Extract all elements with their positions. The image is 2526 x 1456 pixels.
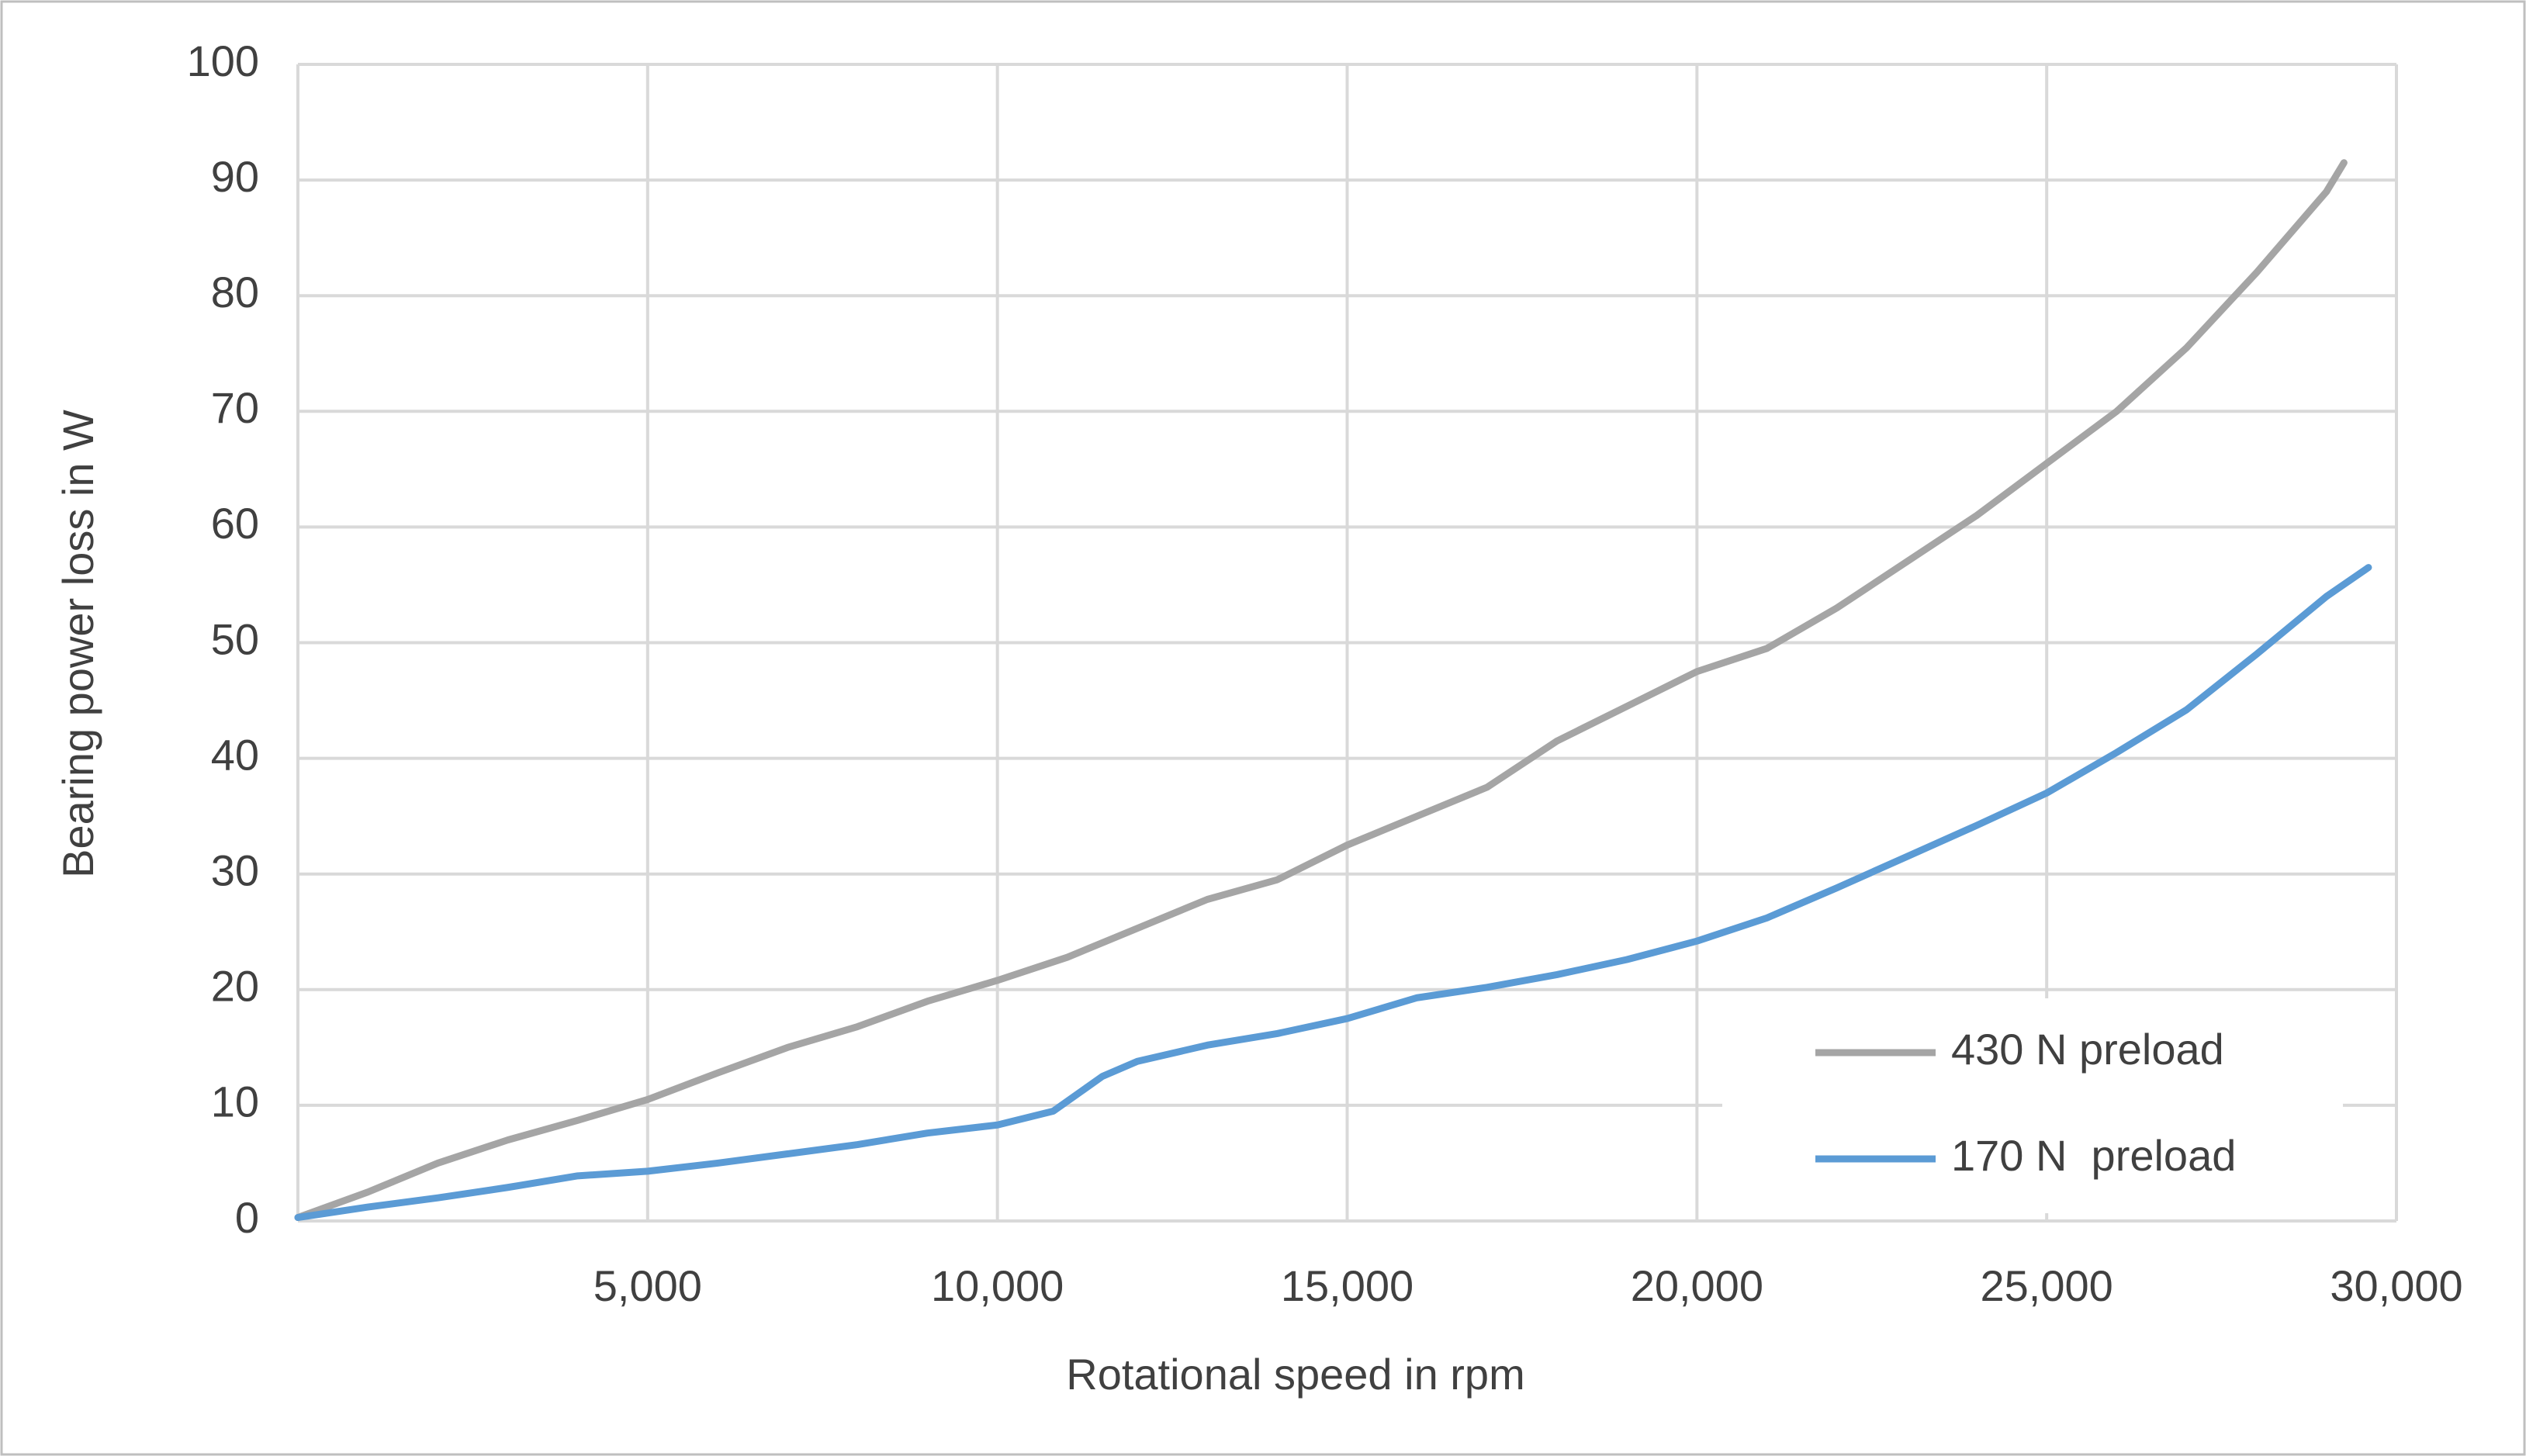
- x-tick-label: 15,000: [1281, 1261, 1414, 1310]
- x-tick-label: 20,000: [1631, 1261, 1763, 1310]
- y-tick-label: 60: [211, 499, 259, 548]
- y-tick-label: 10: [211, 1077, 259, 1126]
- y-tick-label: 20: [211, 962, 259, 1011]
- x-tick-label: 25,000: [1981, 1261, 2113, 1310]
- legend-label: 430 N preload: [1951, 1025, 2224, 1074]
- x-tick-label: 10,000: [931, 1261, 1064, 1310]
- y-tick-label: 50: [211, 614, 259, 663]
- legend-label: 170 N preload: [1951, 1131, 2236, 1180]
- y-tick-label: 40: [211, 730, 259, 779]
- series-line: [294, 564, 2372, 1222]
- y-tick-label: 70: [211, 383, 259, 432]
- y-axis-title: Bearing power loss in W: [54, 410, 102, 878]
- x-tick-label: 30,000: [2330, 1261, 2462, 1310]
- y-tick-label: 100: [187, 36, 259, 85]
- y-tick-label: 90: [211, 152, 259, 201]
- legend-box: [1722, 998, 2343, 1213]
- y-tick-label: 80: [211, 268, 259, 316]
- y-tick-label: 30: [211, 846, 259, 894]
- series-line: [294, 159, 2348, 1222]
- x-axis-title: Rotational speed in rpm: [1066, 1350, 1524, 1399]
- y-tick-label: 0: [235, 1193, 259, 1242]
- x-tick-label: 5,000: [593, 1261, 702, 1310]
